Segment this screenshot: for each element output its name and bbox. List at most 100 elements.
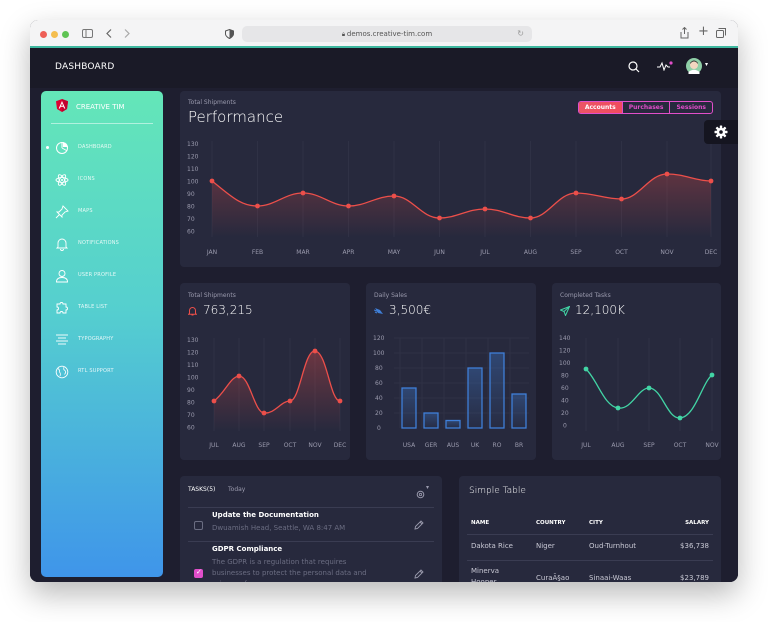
settings-toggle[interactable] [704, 120, 738, 144]
edit-pencil-icon[interactable] [414, 520, 424, 530]
share-icon[interactable] [680, 27, 689, 39]
cell-salary: $36,738 [680, 542, 709, 550]
svg-text:UK: UK [471, 442, 480, 449]
svg-text:120: 120 [373, 335, 385, 342]
performance-y-axis: 130 120 110 100 90 80 70 60 [187, 141, 199, 236]
search-icon[interactable] [628, 61, 640, 73]
performance-subtitle: Total Shipments [188, 99, 236, 106]
svg-text:130: 130 [187, 141, 199, 148]
task-title: GDPR Compliance [212, 545, 283, 553]
close-window-button[interactable] [40, 31, 47, 38]
completed-tasks-card: Completed Tasks 12,100K 140 120 100 80 60 40 2… [552, 283, 721, 460]
user-menu[interactable]: ▾ [686, 58, 714, 76]
dashboard-app: DASHBOARD ▾ CREATIVE TIM DASHBOARD ICONS [30, 48, 738, 582]
check-icon: ✓ [196, 568, 202, 576]
column-header-name[interactable]: NAME [471, 520, 490, 526]
svg-text:AUS: AUS [447, 442, 459, 449]
svg-text:JUL: JUL [580, 442, 591, 449]
dataset-toggle: Accounts Purchases Sessions [577, 101, 713, 114]
cell-name: Dakota Rice [471, 542, 513, 550]
svg-text:OCT: OCT [674, 442, 687, 449]
svg-text:SEP: SEP [258, 442, 270, 449]
shipments-chart: 130 120 110 100 90 80 70 60 JUL AUG SEP OCT NOV DEC [187, 337, 346, 449]
svg-text:JUN: JUN [433, 249, 445, 256]
svg-text:60: 60 [375, 380, 383, 387]
world-icon [55, 365, 69, 379]
svg-text:AUG: AUG [524, 249, 537, 256]
svg-text:OCT: OCT [284, 442, 297, 449]
cell-name: Minerva Hooper [471, 567, 500, 582]
browser-titlebar: 🔒︎ demos.creative-tim.com ↻ + [30, 20, 738, 48]
tabs-overview-icon[interactable] [716, 28, 726, 38]
svg-text:120: 120 [559, 348, 571, 355]
svg-text:80: 80 [561, 373, 569, 380]
avatar[interactable] [686, 58, 702, 74]
svg-text:80: 80 [187, 204, 195, 211]
navbar-brand[interactable]: DASHBOARD [55, 62, 115, 72]
user-icon [56, 270, 68, 283]
gear-icon[interactable] [714, 125, 728, 139]
svg-text:120: 120 [187, 350, 199, 357]
top-navbar: DASHBOARD ▾ [30, 48, 738, 88]
shield-icon[interactable] [225, 29, 234, 39]
task-checkbox[interactable] [194, 521, 203, 530]
column-header-country[interactable]: COUNTRY [536, 520, 566, 526]
svg-text:NOV: NOV [705, 442, 719, 449]
svg-text:NOV: NOV [308, 442, 322, 449]
bell-icon [188, 307, 197, 316]
minimize-window-button[interactable] [51, 31, 58, 38]
svg-text:100: 100 [187, 375, 199, 382]
logo-text: CREATIVE TIM [76, 103, 125, 111]
svg-text:100: 100 [373, 350, 385, 357]
svg-text:USA: USA [403, 442, 416, 449]
new-tab-icon[interactable]: + [698, 24, 709, 39]
cell-country: Niger [536, 542, 555, 550]
sidebar-item-user-profile[interactable]: USER PROFILE [41, 266, 163, 286]
completed-subtitle: Completed Tasks [560, 292, 611, 299]
performance-title: Performance [188, 108, 284, 126]
caret-down-icon: ▾ [705, 61, 709, 68]
svg-text:20: 20 [561, 410, 569, 417]
edit-pencil-icon[interactable] [414, 569, 424, 579]
sessions-button[interactable]: Sessions [669, 102, 712, 113]
column-header-salary[interactable]: SALARY [685, 520, 709, 526]
svg-text:110: 110 [187, 362, 199, 369]
sidebar-item-rtl-support[interactable]: RTL SUPPORT [41, 362, 163, 382]
address-bar[interactable]: 🔒︎ demos.creative-tim.com ↻ [242, 26, 532, 42]
svg-text:140: 140 [559, 335, 571, 342]
back-icon[interactable] [106, 29, 112, 38]
task-title: Update the Documentation [212, 511, 319, 519]
svg-text:60: 60 [561, 385, 569, 392]
svg-text:AUG: AUG [232, 442, 245, 449]
table-title: Simple Table [469, 486, 526, 496]
svg-text:110: 110 [187, 166, 199, 173]
sidebar-toggle-icon[interactable] [82, 29, 93, 38]
svg-text:MAY: MAY [388, 249, 401, 256]
column-header-city[interactable]: CITY [589, 520, 603, 526]
reload-icon[interactable]: ↻ [517, 29, 524, 38]
sidebar-item-typography[interactable]: TYPOGRAPHY [41, 330, 163, 350]
completed-tasks-chart: 140 120 100 80 60 40 20 0 JUL AUG SEP OCT NOV [559, 335, 719, 449]
svg-text:100: 100 [559, 360, 571, 367]
performance-line [211, 173, 712, 219]
sidebar-item-dashboard[interactable]: DASHBOARD [41, 138, 163, 158]
svg-text:60: 60 [187, 425, 195, 432]
accounts-button[interactable]: Accounts [578, 102, 622, 113]
svg-text:70: 70 [187, 216, 195, 223]
forward-icon[interactable] [124, 29, 130, 38]
angular-logo-icon [56, 99, 68, 112]
daily-sales-card: Daily Sales 3,500€ 120 100 80 60 40 20 0 USA GE… [366, 283, 536, 460]
maximize-window-button[interactable] [62, 31, 69, 38]
performance-card: Total Shipments Performance Accounts Pur… [180, 91, 721, 267]
activity-icon[interactable] [657, 61, 673, 71]
sidebar-logo[interactable]: CREATIVE TIM [41, 91, 163, 124]
sidebar-divider [51, 123, 153, 124]
sidebar-item-notifications[interactable]: NOTIFICATIONS [41, 234, 163, 254]
tasks-settings-dropdown[interactable]: ▾ [416, 484, 432, 499]
task-checkbox[interactable]: ✓ [194, 568, 203, 578]
sidebar-item-maps[interactable]: MAPS [41, 202, 163, 222]
sidebar-item-icons[interactable]: ICONS [41, 170, 163, 190]
sidebar-item-table-list[interactable]: TABLE LIST [41, 298, 163, 318]
purchases-button[interactable]: Purchases [621, 102, 670, 113]
